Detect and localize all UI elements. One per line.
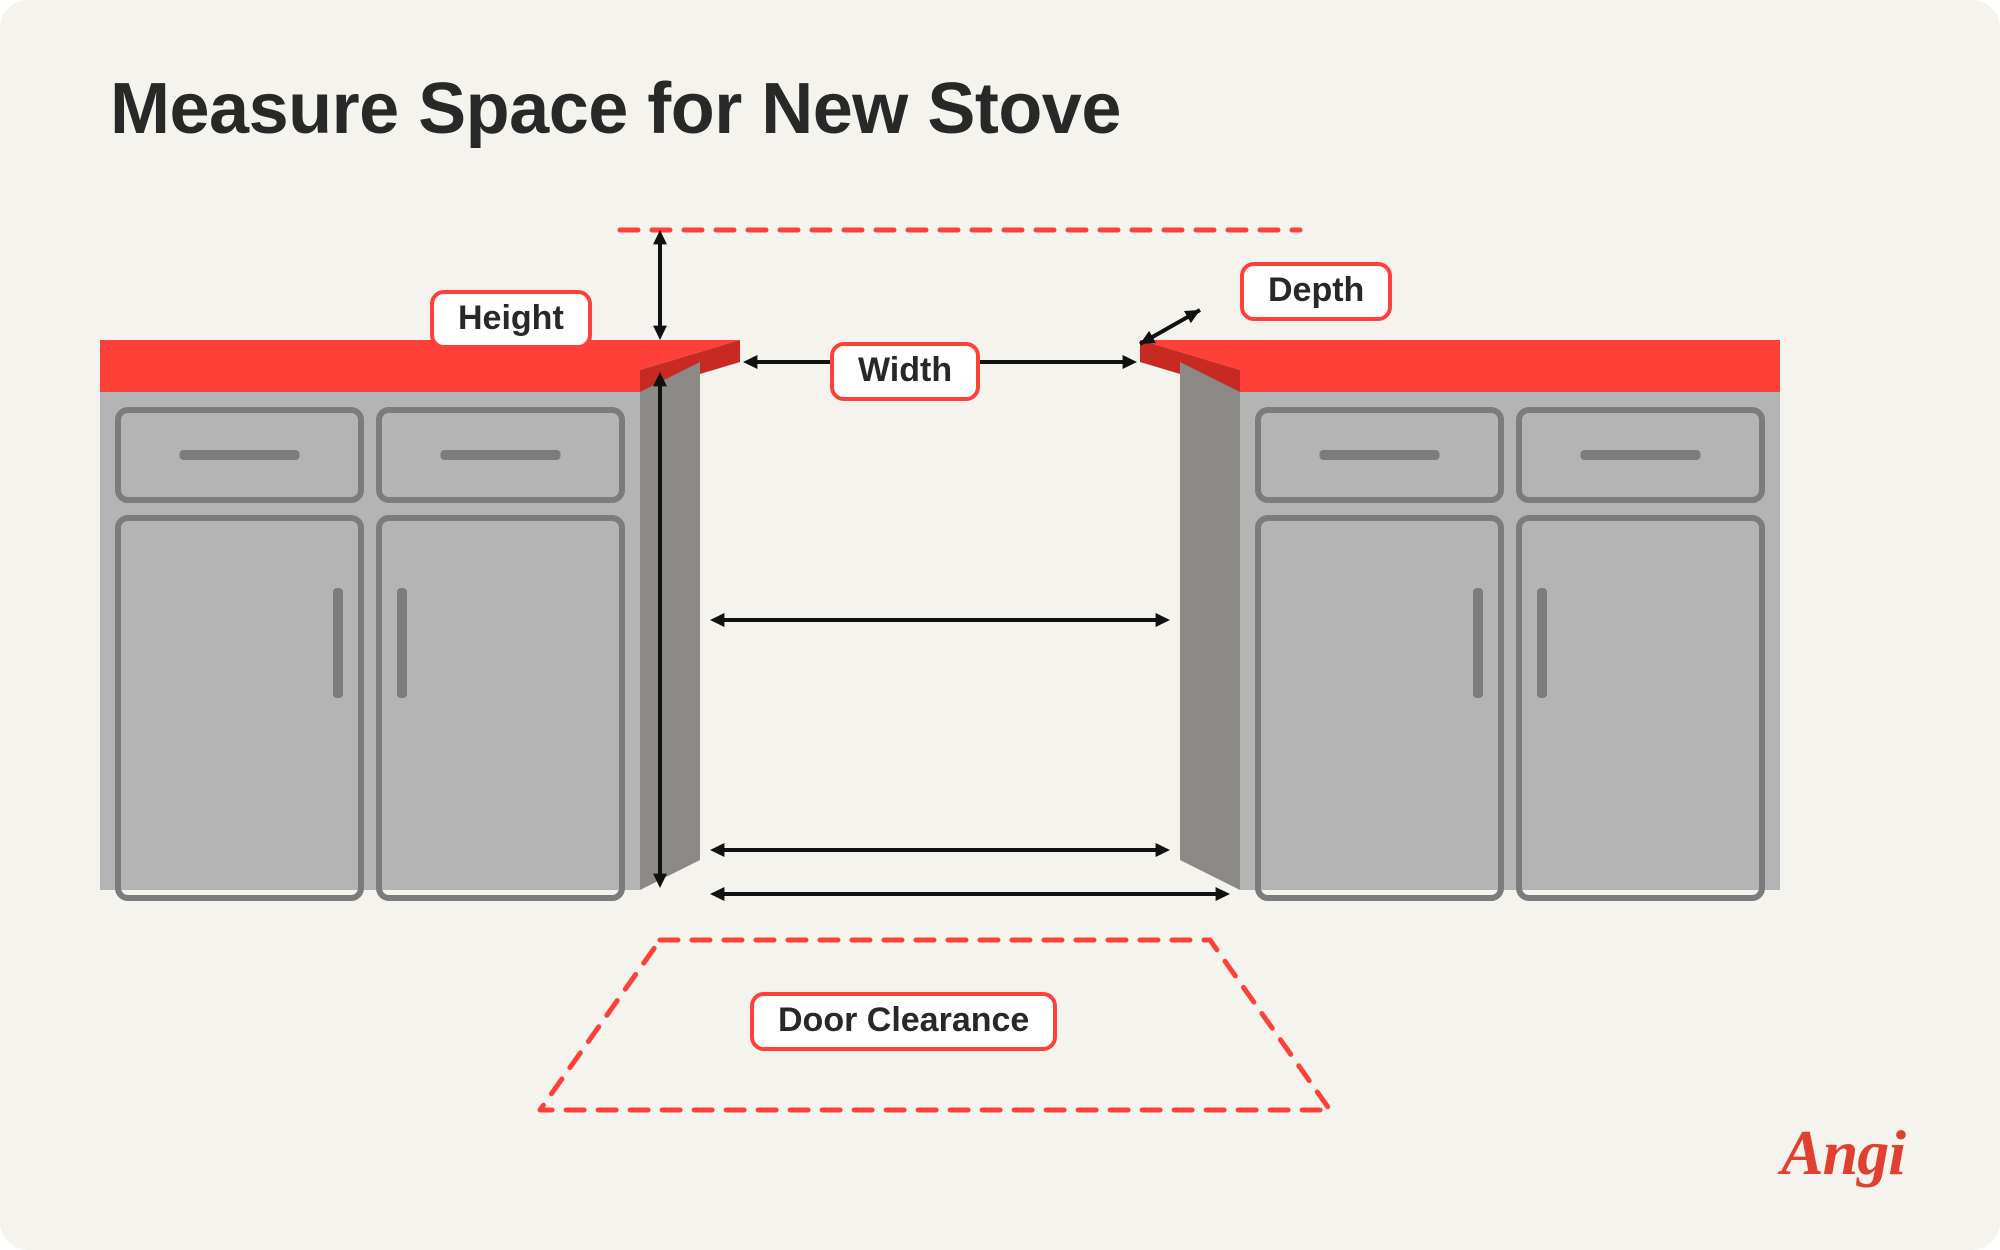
- diagram-svg: [0, 0, 2000, 1250]
- diagram-stage: Measure Space for New Stove Height Width…: [0, 0, 2000, 1250]
- label-door-clearance: Door Clearance: [750, 992, 1057, 1051]
- label-height: Height: [430, 290, 592, 349]
- label-depth: Depth: [1240, 262, 1392, 321]
- label-width: Width: [830, 342, 980, 401]
- brand-logo: Angi: [1781, 1116, 1905, 1190]
